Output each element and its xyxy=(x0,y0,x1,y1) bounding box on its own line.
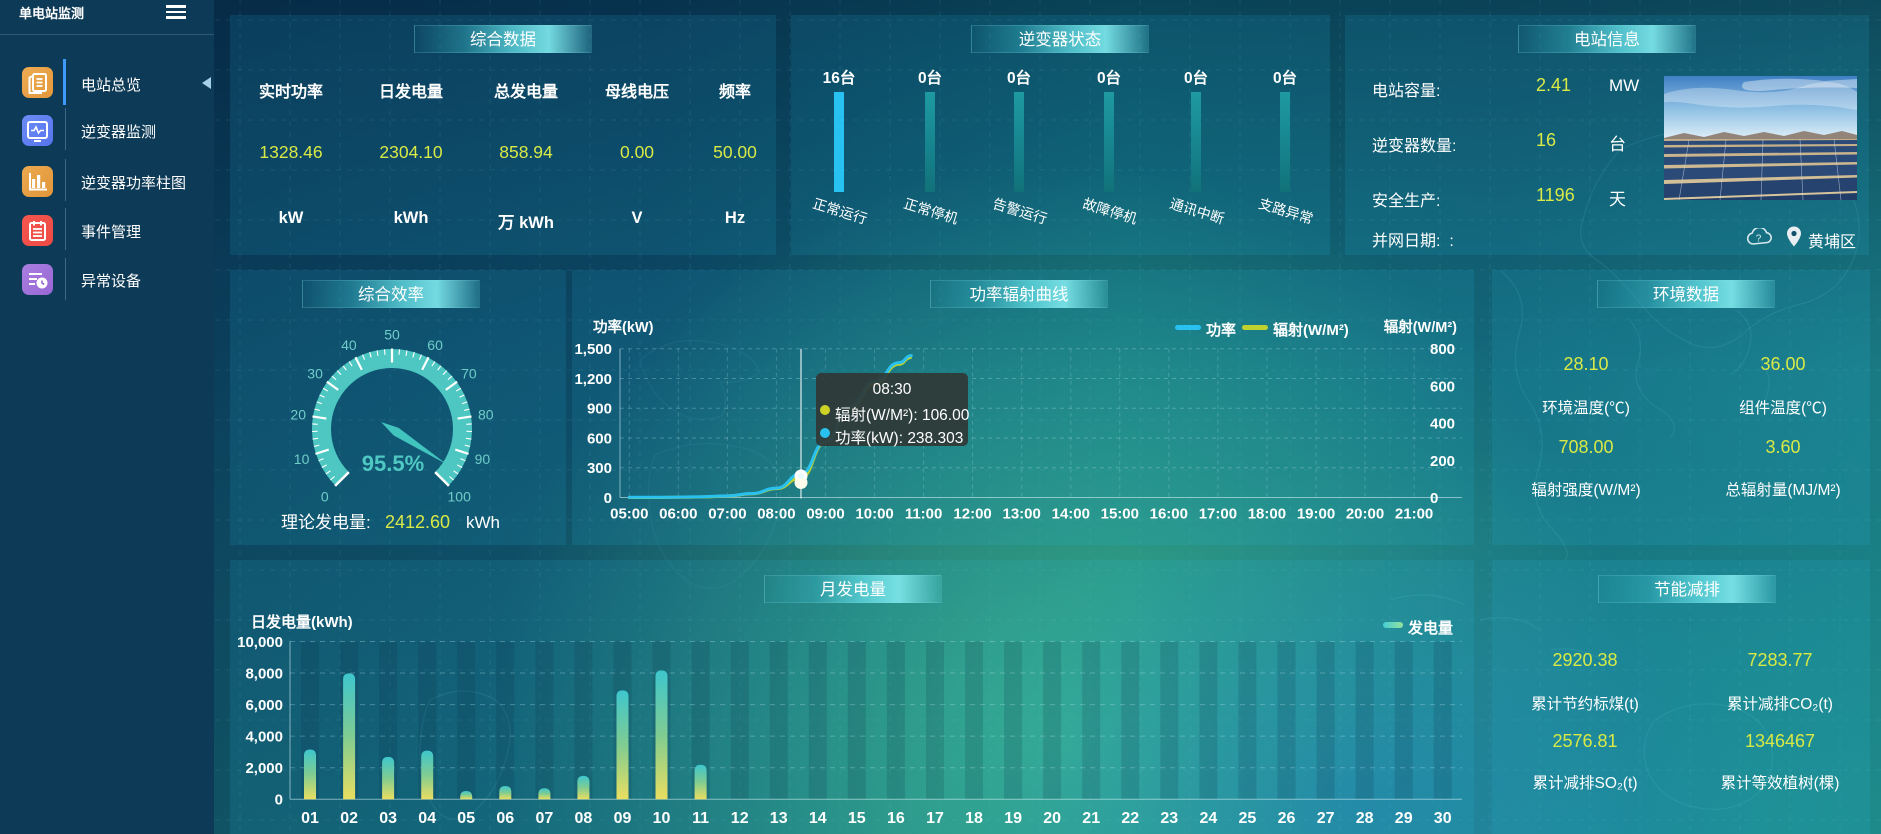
svg-text:17: 17 xyxy=(926,810,944,827)
svg-text:0: 0 xyxy=(275,792,283,809)
svg-text:03: 03 xyxy=(379,810,397,827)
svg-text:12: 12 xyxy=(731,810,749,827)
svg-text:19:00: 19:00 xyxy=(1297,506,1335,523)
svg-text:日发电量(kWh): 日发电量(kWh) xyxy=(251,613,353,631)
svg-text:900: 900 xyxy=(587,401,612,418)
svg-text:06:00: 06:00 xyxy=(659,506,697,523)
svg-text:2412.60: 2412.60 xyxy=(385,512,450,532)
svg-text:kWh: kWh xyxy=(466,513,500,532)
svg-text:4,000: 4,000 xyxy=(245,729,283,746)
svg-text:600: 600 xyxy=(587,431,612,448)
svg-text:30: 30 xyxy=(1434,810,1452,827)
svg-text:80: 80 xyxy=(478,407,494,423)
svg-text:22: 22 xyxy=(1121,810,1139,827)
svg-text:0: 0 xyxy=(604,490,612,507)
svg-text:600: 600 xyxy=(1430,378,1455,395)
svg-text:6,000: 6,000 xyxy=(245,697,283,714)
svg-text:21: 21 xyxy=(1082,810,1100,827)
svg-text:15:00: 15:00 xyxy=(1101,506,1139,523)
svg-text:16:00: 16:00 xyxy=(1150,506,1188,523)
svg-text:20:00: 20:00 xyxy=(1346,506,1384,523)
svg-text:辐射(W/M²): 辐射(W/M²) xyxy=(1273,321,1349,339)
svg-text:24: 24 xyxy=(1200,810,1218,827)
svg-text:0: 0 xyxy=(321,489,329,505)
svg-text:14:00: 14:00 xyxy=(1052,506,1090,523)
svg-text:理论发电量:: 理论发电量: xyxy=(281,513,371,532)
svg-text:功率: 功率 xyxy=(1206,321,1236,339)
svg-text:19: 19 xyxy=(1004,810,1022,827)
svg-text:05:00: 05:00 xyxy=(610,506,648,523)
svg-text:16: 16 xyxy=(887,810,905,827)
svg-text:09: 09 xyxy=(614,810,632,827)
svg-text:27: 27 xyxy=(1317,810,1335,827)
svg-text:1,200: 1,200 xyxy=(574,371,612,388)
svg-text:07:00: 07:00 xyxy=(708,506,746,523)
svg-text:30: 30 xyxy=(307,366,323,382)
svg-text:21:00: 21:00 xyxy=(1395,506,1433,523)
svg-text:60: 60 xyxy=(427,337,443,353)
svg-text:95.5%: 95.5% xyxy=(362,451,424,476)
svg-text:1,500: 1,500 xyxy=(574,341,612,358)
svg-text:10,000: 10,000 xyxy=(237,634,283,651)
svg-text:50: 50 xyxy=(384,327,400,343)
svg-text:14: 14 xyxy=(809,810,827,827)
svg-text:800: 800 xyxy=(1430,341,1455,358)
svg-text:13:00: 13:00 xyxy=(1003,506,1041,523)
svg-text:10:00: 10:00 xyxy=(855,506,893,523)
svg-text:23: 23 xyxy=(1160,810,1178,827)
svg-text:功率(kW): 功率(kW) xyxy=(593,318,654,336)
svg-text:13: 13 xyxy=(770,810,788,827)
svg-text:04: 04 xyxy=(418,810,436,827)
svg-text:15: 15 xyxy=(848,810,866,827)
svg-text:20: 20 xyxy=(290,407,306,423)
svg-text:300: 300 xyxy=(587,460,612,477)
svg-text:07: 07 xyxy=(536,810,554,827)
svg-text:辐射(W/M²): 辐射(W/M²) xyxy=(1384,318,1457,336)
svg-text:29: 29 xyxy=(1395,810,1413,827)
svg-text:02: 02 xyxy=(340,810,358,827)
svg-text:?: ? xyxy=(1756,234,1762,245)
svg-text:09:00: 09:00 xyxy=(806,506,844,523)
svg-text:10: 10 xyxy=(294,451,310,467)
svg-text:0: 0 xyxy=(1430,490,1438,507)
svg-text:发电量: 发电量 xyxy=(1407,619,1453,637)
svg-text:2,000: 2,000 xyxy=(245,760,283,777)
svg-text:25: 25 xyxy=(1239,810,1257,827)
svg-text:200: 200 xyxy=(1430,453,1455,470)
svg-text:26: 26 xyxy=(1278,810,1296,827)
svg-text:11: 11 xyxy=(692,810,709,827)
svg-text:10: 10 xyxy=(653,810,671,827)
svg-text:400: 400 xyxy=(1430,416,1455,433)
svg-text:11:00: 11:00 xyxy=(905,506,943,523)
svg-text:18: 18 xyxy=(965,810,983,827)
svg-text:70: 70 xyxy=(461,366,477,382)
svg-text:01: 01 xyxy=(301,810,319,827)
svg-text:100: 100 xyxy=(448,489,472,505)
svg-text:08:00: 08:00 xyxy=(757,506,795,523)
svg-text:12:00: 12:00 xyxy=(953,506,991,523)
svg-text:90: 90 xyxy=(475,451,491,467)
svg-text:08: 08 xyxy=(575,810,593,827)
svg-text:28: 28 xyxy=(1356,810,1374,827)
svg-text:17:00: 17:00 xyxy=(1199,506,1237,523)
svg-text:8,000: 8,000 xyxy=(245,666,283,683)
svg-text:20: 20 xyxy=(1043,810,1061,827)
svg-text:40: 40 xyxy=(341,337,357,353)
svg-text:18:00: 18:00 xyxy=(1248,506,1286,523)
svg-text:06: 06 xyxy=(496,810,514,827)
svg-text:05: 05 xyxy=(457,810,475,827)
